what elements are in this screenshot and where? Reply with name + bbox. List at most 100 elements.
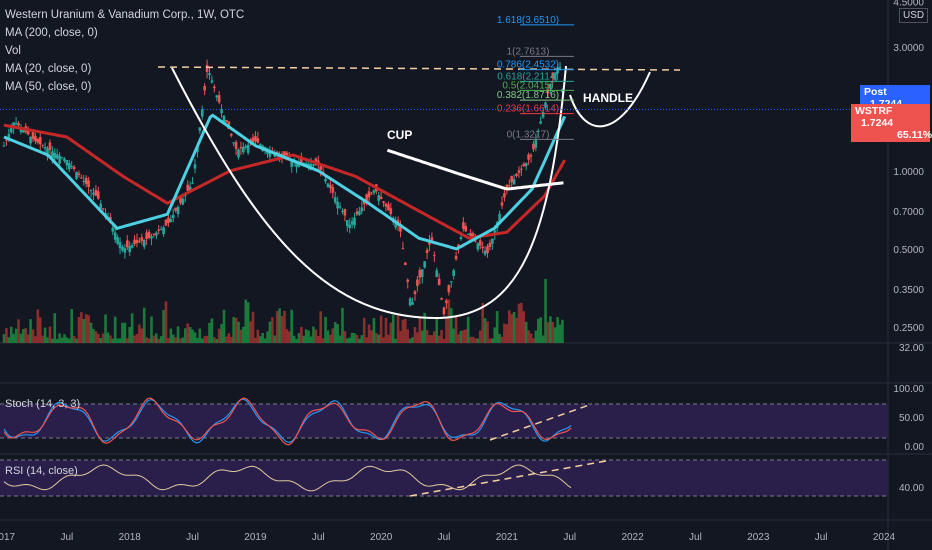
candle-body (17, 122, 20, 126)
candle-body (394, 221, 397, 228)
candle-body (382, 201, 385, 203)
volume-bar (481, 302, 484, 343)
candle-body (360, 207, 364, 212)
legend-ma50[interactable]: MA (50, close, 0) (5, 81, 92, 93)
candle-body (191, 182, 194, 184)
post-label: Post (864, 86, 887, 98)
candle-body (515, 173, 518, 177)
legend-ma20[interactable]: MA (20, close, 0) (5, 63, 92, 75)
candle-body (181, 198, 185, 205)
volume-bar (169, 328, 173, 343)
fib-level-label: 0.5(2.0415) (502, 80, 553, 91)
x-tick-label: 2019 (244, 532, 267, 543)
volume-bar (157, 338, 161, 343)
ma200-line (386, 148, 564, 191)
volume-bar (428, 335, 431, 343)
volume-bar (447, 299, 451, 343)
volume-bar (213, 337, 216, 343)
volume-bar (84, 314, 88, 343)
candle-body (188, 186, 192, 191)
volume-bar (553, 327, 557, 343)
candle-body (459, 237, 463, 240)
candle-body (19, 127, 23, 133)
candle-body (63, 158, 66, 161)
stoch-tick-label: 100.00 (893, 384, 924, 395)
volume-bar (341, 307, 344, 343)
candle-body (145, 232, 148, 239)
volume-bar (215, 338, 219, 343)
volume-bar (140, 328, 144, 343)
currency-badge[interactable]: USD (899, 8, 929, 23)
volume-bar (181, 337, 185, 343)
volume-bar (445, 318, 448, 343)
legend-vol[interactable]: Vol (5, 45, 21, 57)
candle-body (111, 227, 115, 232)
candle-body (138, 241, 141, 243)
candle-body (283, 151, 286, 159)
resistance-line (157, 66, 681, 71)
volume-bar (425, 330, 429, 343)
candle-body (507, 185, 511, 187)
candle-body (36, 138, 40, 143)
candle-body (556, 67, 559, 74)
volume-bar (5, 328, 8, 343)
cup-curve (171, 65, 567, 320)
candle-body (345, 220, 349, 227)
stoch-trendline (489, 403, 593, 441)
candle-body (529, 155, 533, 157)
candle-body (338, 206, 342, 208)
candle-body (416, 279, 419, 286)
candle-body (413, 291, 417, 294)
volume-bar (106, 332, 110, 343)
rsi-trendline (409, 460, 607, 497)
volume-bar (210, 318, 214, 343)
volume-bar (92, 328, 95, 343)
candle-body (256, 138, 260, 143)
volume-bar (239, 329, 243, 343)
candle-body (234, 142, 238, 149)
volume-bar (365, 337, 368, 343)
volume-bar (205, 335, 209, 343)
candle-body (551, 72, 555, 78)
legend-ma200[interactable]: MA (200, close, 0) (5, 27, 98, 39)
candle-body (220, 109, 223, 114)
volume-bar (135, 333, 139, 343)
volume-bar (164, 301, 168, 343)
volume-bar (258, 336, 262, 343)
x-tick-label: 2023 (747, 532, 770, 543)
candle-body (341, 210, 344, 212)
candle-body (290, 160, 293, 167)
volume-bar (430, 335, 434, 343)
candle-body (423, 261, 426, 268)
candle-body (94, 189, 98, 196)
candle-body (242, 147, 245, 153)
candle-body (157, 229, 161, 231)
volume-bar (75, 338, 78, 343)
candle-body (60, 157, 64, 159)
candle-body (89, 189, 93, 191)
volume-bar (26, 334, 30, 343)
volume-bar (38, 317, 42, 343)
ma20-line (3, 113, 567, 251)
candle-body (500, 202, 504, 206)
candle-body (437, 278, 441, 285)
candle-body (2, 145, 6, 147)
volume-bar (384, 317, 388, 343)
volume-bar (48, 326, 52, 343)
volume-bar (24, 328, 28, 343)
candle-body (404, 262, 407, 266)
volume-bar (29, 319, 32, 343)
fib-level-label: 0.786(2.4532) (497, 60, 559, 71)
candle-body (430, 237, 434, 242)
volume-bar (70, 308, 73, 343)
candle-body (155, 232, 158, 236)
candle-body (193, 164, 197, 169)
candle-body (171, 214, 175, 219)
candle-body (483, 250, 487, 255)
volume-bar (452, 328, 455, 343)
candle-body (200, 108, 204, 117)
volume-bar (329, 334, 332, 343)
volume-bar (17, 319, 20, 343)
volume-bar (413, 327, 417, 343)
